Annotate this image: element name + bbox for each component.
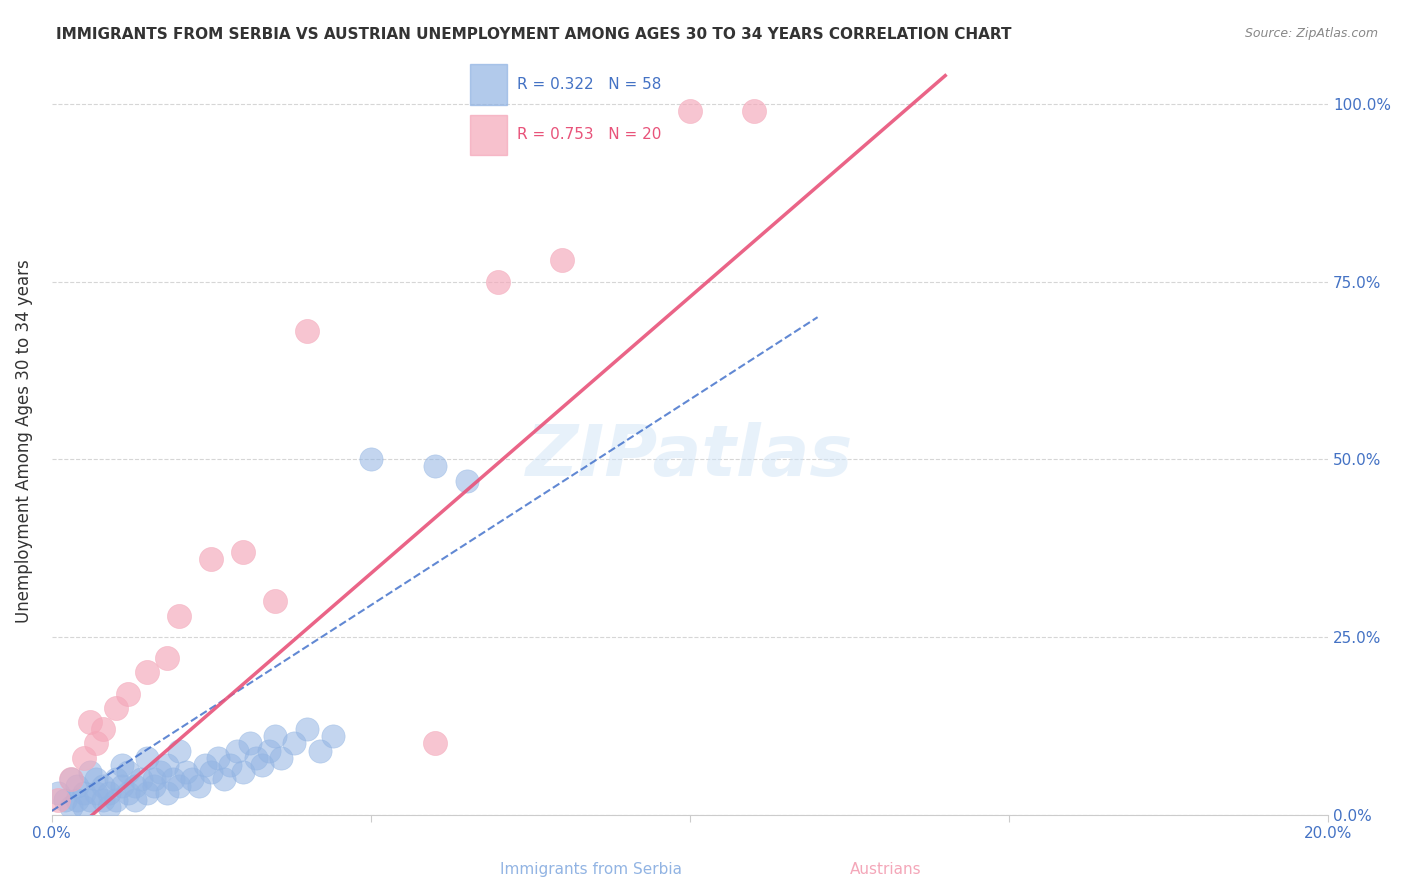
Point (156, 651, 179, 665)
Point (181, 772, 204, 786)
Point (86, 772, 108, 786)
Point (149, 764, 172, 779)
Point (59, 800, 82, 814)
Point (117, 764, 139, 779)
Point (322, 730, 344, 744)
Point (86, 736, 108, 750)
Point (104, 701, 127, 715)
Point (73, 800, 96, 814)
Point (219, 757, 242, 772)
Point (98, 786, 121, 800)
Point (79, 764, 101, 779)
Point (283, 736, 305, 750)
Point (679, 104, 702, 119)
Text: R = 0.322   N = 58: R = 0.322 N = 58 (516, 77, 661, 92)
Point (59, 772, 82, 786)
Point (46, 786, 69, 800)
Point (91, 793, 114, 807)
Point (46, 793, 69, 807)
Point (98, 800, 121, 814)
Point (111, 757, 134, 772)
Point (187, 779, 209, 793)
Point (239, 736, 262, 750)
Point (174, 764, 197, 779)
Point (232, 544, 254, 558)
Point (257, 743, 280, 757)
Point (86, 786, 108, 800)
Point (225, 743, 247, 757)
Point (136, 786, 159, 800)
Point (124, 793, 146, 807)
Text: R = 0.753   N = 20: R = 0.753 N = 20 (516, 128, 661, 143)
Point (73, 750, 96, 764)
Point (295, 723, 318, 737)
Point (104, 793, 127, 807)
Y-axis label: Unemployment Among Ages 30 to 34 years: Unemployment Among Ages 30 to 34 years (15, 260, 32, 624)
Point (156, 786, 179, 800)
Point (423, 736, 446, 750)
Point (91, 723, 114, 737)
Text: Immigrants from Serbia: Immigrants from Serbia (499, 863, 682, 877)
Bar (470, 64, 508, 105)
Point (136, 665, 159, 680)
Point (169, 779, 191, 793)
Point (91, 779, 114, 793)
Point (245, 750, 267, 764)
Point (117, 786, 139, 800)
Point (200, 551, 222, 566)
Point (295, 325, 318, 339)
Point (59, 772, 82, 786)
Point (73, 786, 96, 800)
Point (207, 750, 229, 764)
Point (551, 253, 574, 268)
Text: IMMIGRANTS FROM SERBIA VS AUSTRIAN UNEMPLOYMENT AMONG AGES 30 TO 34 YEARS CORREL: IMMIGRANTS FROM SERBIA VS AUSTRIAN UNEMP… (56, 27, 1012, 42)
Point (111, 779, 134, 793)
Point (488, 275, 510, 289)
Point (252, 757, 274, 772)
Bar (470, 114, 508, 155)
Point (79, 715, 101, 730)
Text: Source: ZipAtlas.com: Source: ZipAtlas.com (1244, 27, 1378, 40)
Point (194, 757, 217, 772)
Point (129, 772, 152, 786)
Point (270, 750, 292, 764)
Point (66, 779, 89, 793)
Point (169, 608, 191, 623)
Text: Austrians: Austrians (851, 863, 921, 877)
Point (308, 743, 330, 757)
Point (124, 779, 146, 793)
Point (456, 474, 478, 488)
Point (212, 772, 235, 786)
Point (117, 687, 139, 701)
Point (200, 764, 222, 779)
Point (742, 104, 765, 119)
Point (232, 764, 254, 779)
Point (53, 793, 76, 807)
Point (423, 459, 446, 474)
Text: ZIPatlas: ZIPatlas (526, 422, 853, 491)
Point (66, 793, 89, 807)
Point (104, 772, 127, 786)
Point (360, 452, 382, 467)
Point (142, 779, 165, 793)
Point (142, 772, 165, 786)
Point (169, 743, 191, 757)
Point (136, 750, 159, 764)
Point (264, 730, 287, 744)
Point (162, 772, 184, 786)
Point (156, 757, 179, 772)
Point (79, 793, 101, 807)
Point (264, 594, 287, 608)
